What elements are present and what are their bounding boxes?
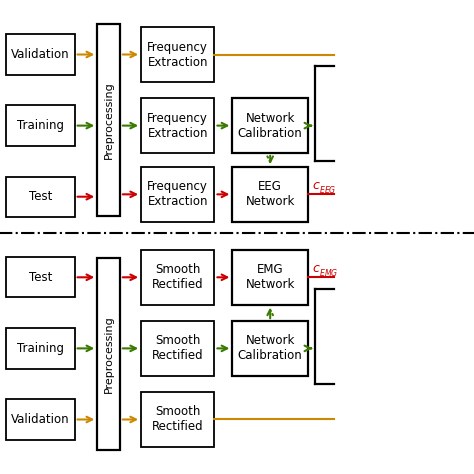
- Bar: [6, 177, 75, 217]
- Text: $c$: $c$: [312, 179, 320, 192]
- Text: EMG
Network: EMG Network: [246, 263, 295, 292]
- Bar: [141, 392, 214, 447]
- Bar: [232, 99, 308, 153]
- Bar: [141, 99, 214, 153]
- Bar: [6, 257, 75, 298]
- Text: Frequency
Extraction: Frequency Extraction: [147, 180, 208, 209]
- Text: Test: Test: [28, 190, 52, 203]
- Text: Frequency
Extraction: Frequency Extraction: [147, 111, 208, 140]
- Text: Preprocessing: Preprocessing: [103, 315, 114, 393]
- Text: Smooth
Rectified: Smooth Rectified: [152, 405, 203, 434]
- Bar: [6, 35, 75, 74]
- Bar: [141, 27, 214, 82]
- Text: $_{EMG}$: $_{EMG}$: [319, 267, 339, 280]
- Text: $_{EEG}$: $_{EEG}$: [319, 184, 337, 197]
- Bar: [141, 321, 214, 375]
- Text: Frequency
Extraction: Frequency Extraction: [147, 40, 208, 69]
- Bar: [97, 258, 120, 450]
- Text: Training: Training: [17, 342, 64, 355]
- Bar: [232, 321, 308, 375]
- Text: Validation: Validation: [11, 413, 70, 426]
- Bar: [232, 250, 308, 305]
- Bar: [6, 399, 75, 440]
- Bar: [6, 106, 75, 146]
- Text: Network
Calibration: Network Calibration: [238, 334, 302, 363]
- Text: Training: Training: [17, 119, 64, 132]
- Bar: [6, 328, 75, 369]
- Bar: [232, 167, 308, 222]
- Text: Network
Calibration: Network Calibration: [238, 111, 302, 140]
- Text: $c$: $c$: [312, 262, 320, 275]
- Bar: [141, 167, 214, 222]
- Bar: [141, 250, 214, 305]
- Text: Smooth
Rectified: Smooth Rectified: [152, 263, 203, 292]
- Bar: [97, 24, 120, 216]
- Text: Validation: Validation: [11, 48, 70, 61]
- Text: Smooth
Rectified: Smooth Rectified: [152, 334, 203, 363]
- Text: Test: Test: [28, 271, 52, 284]
- Text: Preprocessing: Preprocessing: [103, 81, 114, 159]
- Text: EEG
Network: EEG Network: [246, 180, 295, 209]
